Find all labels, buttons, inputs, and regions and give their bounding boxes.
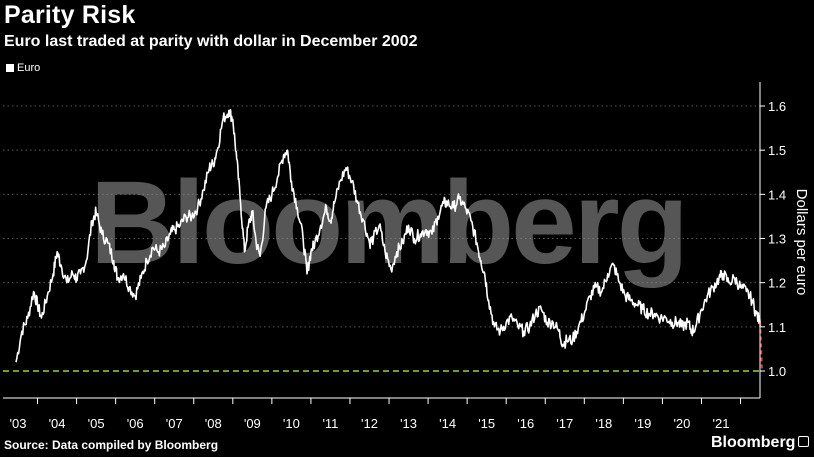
- bloomberg-brand: Bloomberg: [711, 434, 810, 452]
- series-line-euro: [15, 109, 761, 363]
- chart-subtitle: Euro last traded at parity with dollar i…: [4, 33, 418, 50]
- x-tick-label: '21: [713, 416, 730, 431]
- x-tick-label: '18: [595, 416, 612, 431]
- y-tick-label: 1.4: [768, 187, 786, 202]
- source-note: Source: Data compiled by Bloomberg: [4, 438, 219, 452]
- bloomberg-chart-icon: [798, 436, 810, 448]
- legend-label-euro: Euro: [17, 62, 41, 74]
- x-tick-label: '10: [283, 416, 300, 431]
- x-tick-label: '19: [634, 416, 651, 431]
- x-tick-label: '14: [439, 416, 456, 431]
- y-tick-label: 1.5: [768, 143, 786, 158]
- grid-lines: [3, 105, 760, 328]
- x-tick-label: '17: [556, 416, 573, 431]
- x-tick-label: '07: [166, 416, 183, 431]
- legend-swatch-euro: [6, 64, 14, 72]
- x-axis: '03 '04 '05 '06 '07 '08 '09 '10 '11 '12 '13 '14 '15 '…: [3, 397, 760, 431]
- chart-title: Parity Risk: [4, 1, 136, 29]
- y-tick-label: 1.1: [768, 320, 786, 335]
- x-tick-label: '09: [244, 416, 261, 431]
- x-tick-label: '12: [361, 416, 378, 431]
- x-tick-label: '05: [88, 416, 105, 431]
- legend: Euro: [6, 62, 40, 74]
- x-tick-label: '11: [322, 416, 338, 431]
- x-tick-label: '04: [49, 416, 66, 431]
- x-tick-label: '16: [517, 416, 534, 431]
- y-tick-label: 1.3: [768, 232, 786, 247]
- x-tick-label: '13: [400, 416, 417, 431]
- y-tick-label: 1.6: [768, 99, 786, 114]
- x-tick-label: '03: [10, 416, 27, 431]
- y-tick-label: 1.0: [768, 364, 786, 379]
- x-tick-label: '06: [127, 416, 144, 431]
- brand-label: Bloomberg: [711, 434, 796, 451]
- x-tick-label: '20: [673, 416, 690, 431]
- x-tick-label: '08: [205, 416, 222, 431]
- y-tick-label: 1.2: [768, 276, 786, 291]
- y-axis-ticks: 1.0 1.1 1.2 1.3 1.4 1.5 1.6: [759, 82, 786, 398]
- x-tick-label: '15: [478, 416, 495, 431]
- bloomberg-watermark: Bloomberg: [90, 157, 686, 289]
- y-axis-label: Dollars per euro: [793, 189, 810, 296]
